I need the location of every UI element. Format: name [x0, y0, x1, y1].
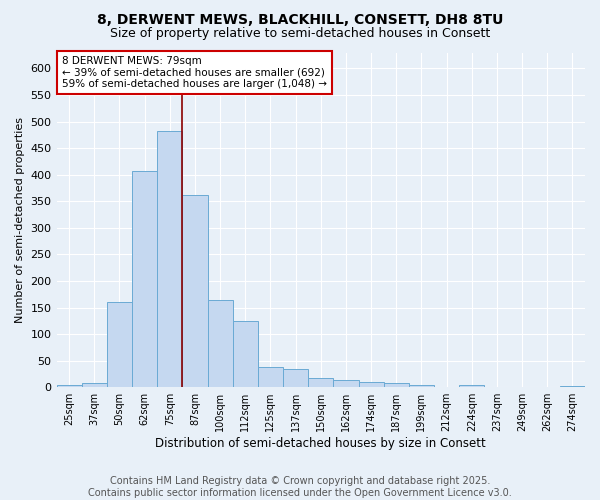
X-axis label: Distribution of semi-detached houses by size in Consett: Distribution of semi-detached houses by …: [155, 437, 486, 450]
Bar: [56, 384, 82, 387]
Bar: [208, 300, 233, 387]
Bar: [509, 386, 535, 387]
Bar: [308, 378, 334, 387]
Text: 8, DERWENT MEWS, BLACKHILL, CONSETT, DH8 8TU: 8, DERWENT MEWS, BLACKHILL, CONSETT, DH8…: [97, 12, 503, 26]
Text: Contains HM Land Registry data © Crown copyright and database right 2025.
Contai: Contains HM Land Registry data © Crown c…: [88, 476, 512, 498]
Bar: [459, 384, 484, 387]
Bar: [283, 368, 308, 387]
Bar: [132, 171, 157, 387]
Text: Size of property relative to semi-detached houses in Consett: Size of property relative to semi-detach…: [110, 28, 490, 40]
Bar: [434, 386, 459, 387]
Bar: [383, 383, 409, 387]
Bar: [535, 386, 560, 387]
Text: 8 DERWENT MEWS: 79sqm
← 39% of semi-detached houses are smaller (692)
59% of sem: 8 DERWENT MEWS: 79sqm ← 39% of semi-deta…: [62, 56, 327, 89]
Bar: [359, 382, 383, 387]
Bar: [233, 322, 258, 387]
Y-axis label: Number of semi-detached properties: Number of semi-detached properties: [15, 117, 25, 323]
Bar: [157, 130, 182, 387]
Bar: [82, 384, 107, 387]
Bar: [560, 386, 585, 387]
Bar: [258, 367, 283, 387]
Bar: [182, 195, 208, 387]
Bar: [107, 302, 132, 387]
Bar: [409, 385, 434, 387]
Bar: [334, 380, 359, 387]
Bar: [484, 386, 509, 387]
